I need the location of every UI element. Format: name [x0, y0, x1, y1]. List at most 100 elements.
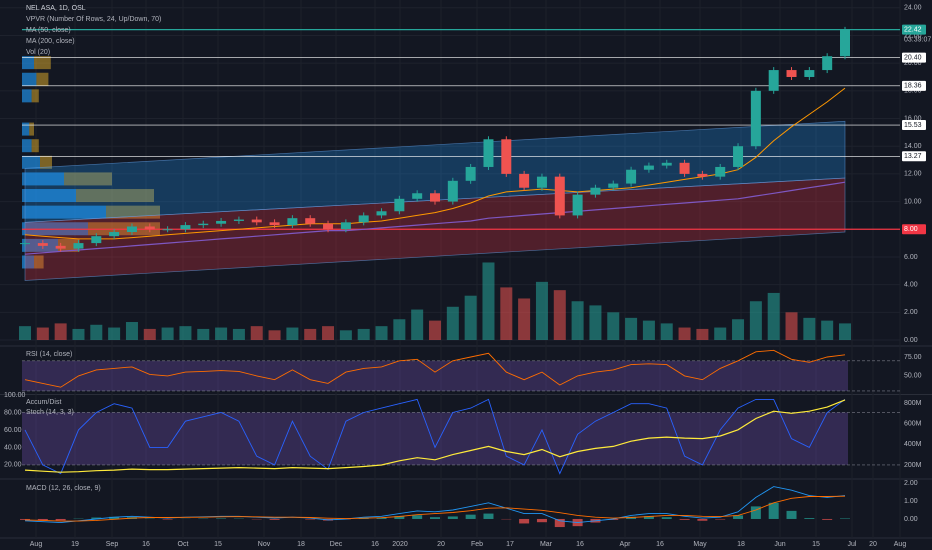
vpvr-down — [36, 72, 49, 86]
y-tick-label: 10.00 — [904, 198, 922, 205]
x-tick-label: Jun — [774, 541, 785, 548]
x-tick-label: Sep — [106, 541, 119, 548]
vpvr-down — [31, 139, 39, 153]
x-tick-label: Mar — [540, 541, 553, 548]
rsi-tick-label: 50.00 — [904, 373, 922, 380]
ma200-line — [24, 181, 846, 255]
indicator-label: MA (200, close) — [26, 38, 75, 45]
indicator-label: Vol (20) — [26, 49, 50, 56]
vpvr-up — [22, 139, 32, 153]
x-tick-label: 15 — [812, 541, 820, 548]
macd-histogram — [269, 518, 280, 520]
volume-bar — [375, 326, 388, 340]
volume-bar — [429, 320, 441, 340]
volume-bar — [197, 328, 210, 340]
x-tick-label: Oct — [178, 541, 189, 548]
candle — [251, 219, 262, 223]
candle — [679, 162, 690, 174]
candle — [519, 173, 530, 188]
macd-histogram — [768, 502, 779, 519]
candle — [643, 165, 654, 170]
macd-histogram — [394, 516, 405, 519]
macd-histogram — [697, 518, 708, 521]
vpvr-up — [22, 155, 40, 169]
candle — [768, 70, 779, 91]
rsi-tick-label: 75.00 — [904, 354, 922, 361]
y-tick-label: 18.00 — [904, 88, 922, 95]
macd-tick-label: 2.00 — [904, 480, 918, 487]
macd-histogram — [20, 518, 30, 520]
y-tick-label: 6.00 — [904, 254, 918, 261]
candle — [358, 215, 369, 223]
volume-bar — [143, 328, 156, 340]
volume-bar — [732, 319, 745, 340]
vpvr-down — [29, 122, 34, 136]
candle — [733, 146, 744, 167]
vpvr-up — [22, 172, 64, 186]
volume-bar — [678, 327, 691, 340]
macd-tick-label: 0.00 — [904, 516, 918, 523]
volume-bar — [19, 326, 31, 340]
candle — [430, 193, 440, 202]
candle — [572, 194, 583, 216]
candle — [73, 243, 84, 249]
x-tick-label: 20 — [869, 541, 877, 548]
volume-bar — [411, 309, 424, 340]
macd-histogram — [554, 518, 565, 528]
volume-bar — [625, 317, 638, 340]
chart-title: NEL ASA, 1D, OSL — [26, 5, 86, 12]
stoch-tick-label: 20.00 — [4, 462, 22, 469]
macd-histogram — [643, 516, 654, 519]
macd-histogram — [733, 515, 744, 519]
price-label-box — [902, 120, 926, 131]
vpvr-down — [40, 155, 52, 169]
volume-bar — [589, 305, 602, 340]
x-tick-label: 16 — [371, 541, 379, 548]
vpvr-up — [22, 189, 76, 203]
candle — [180, 225, 191, 230]
x-tick-label: Aug — [30, 541, 43, 548]
volume-bar — [322, 326, 335, 340]
candle — [162, 229, 173, 231]
ad-label: Accum/Dist — [26, 399, 61, 406]
macd-histogram — [536, 518, 547, 523]
candle — [822, 56, 833, 71]
candle — [269, 222, 280, 226]
macd-histogram — [91, 517, 102, 519]
volume-bar — [696, 328, 709, 340]
volume-bar — [535, 281, 548, 340]
price-label: 15.53 — [904, 122, 922, 129]
rsi-label: RSI (14, close) — [26, 351, 72, 358]
volume-bar — [215, 327, 228, 340]
y-tick-label: 20.00 — [904, 60, 922, 67]
volume-bar — [108, 327, 121, 340]
candle — [661, 162, 672, 166]
volume-bar — [36, 327, 49, 340]
candle — [287, 218, 298, 226]
candle — [233, 219, 244, 221]
macd-histogram — [519, 518, 530, 524]
ad-tick-label: 800M — [904, 400, 922, 407]
macd-histogram — [430, 517, 440, 519]
volume-bar — [767, 292, 780, 340]
x-tick-label: 2020 — [392, 541, 408, 548]
y-tick-label: 0.00 — [904, 337, 918, 344]
volume-bar — [232, 328, 245, 340]
candle — [501, 139, 512, 174]
vpvr-up — [22, 122, 30, 136]
macd-histogram — [786, 510, 797, 519]
volume-bar — [607, 312, 620, 340]
price-label: 22.42 — [904, 26, 922, 33]
vpvr-down — [106, 205, 160, 219]
y-tick-label: 4.00 — [904, 281, 918, 288]
volume-bar — [464, 295, 477, 340]
x-tick-label: Nov — [258, 541, 271, 548]
price-label-box — [902, 80, 926, 91]
y-tick-label: 24.00 — [904, 5, 922, 12]
indicator-label: VPVR (Number Of Rows, 24, Up/Down, 70) — [26, 16, 161, 23]
vpvr-up — [22, 89, 32, 103]
x-tick-label: 19 — [71, 541, 79, 548]
candle — [20, 243, 30, 245]
candle — [412, 193, 423, 199]
candle — [715, 166, 726, 177]
